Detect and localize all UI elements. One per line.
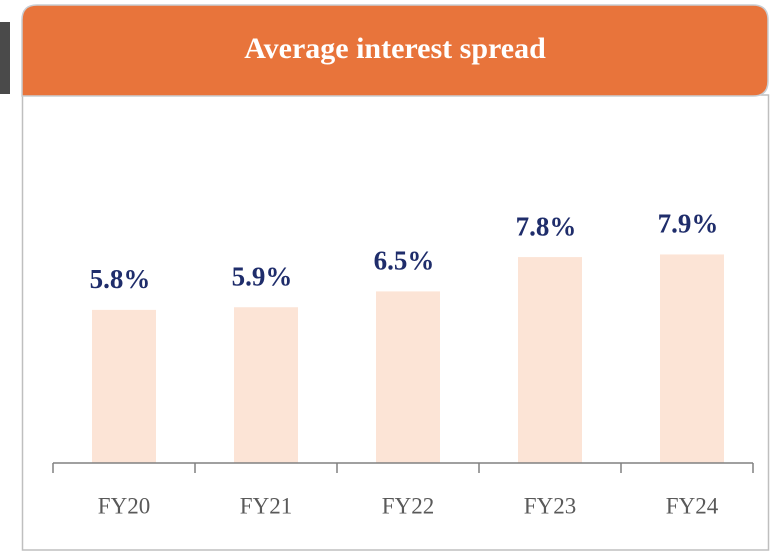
data-label: 5.9%: [232, 261, 293, 291]
x-tick-label: FY22: [382, 493, 434, 518]
x-tick-label: FY20: [98, 493, 150, 518]
data-label: 7.9%: [658, 209, 719, 239]
data-label: 6.5%: [374, 246, 435, 276]
data-label: 7.8%: [516, 211, 577, 241]
bar: [376, 291, 440, 463]
bar: [518, 257, 582, 463]
side-panel-edge: [0, 22, 10, 94]
x-tick-label: FY24: [666, 493, 719, 518]
chart-title: Average interest spread: [244, 32, 546, 65]
bar: [660, 254, 724, 463]
x-tick-label: FY21: [240, 493, 292, 518]
x-tick-label: FY23: [524, 493, 576, 518]
data-label: 5.8%: [90, 264, 151, 294]
title-banner: [21, 4, 769, 97]
bar: [92, 309, 156, 463]
bar: [234, 307, 298, 463]
